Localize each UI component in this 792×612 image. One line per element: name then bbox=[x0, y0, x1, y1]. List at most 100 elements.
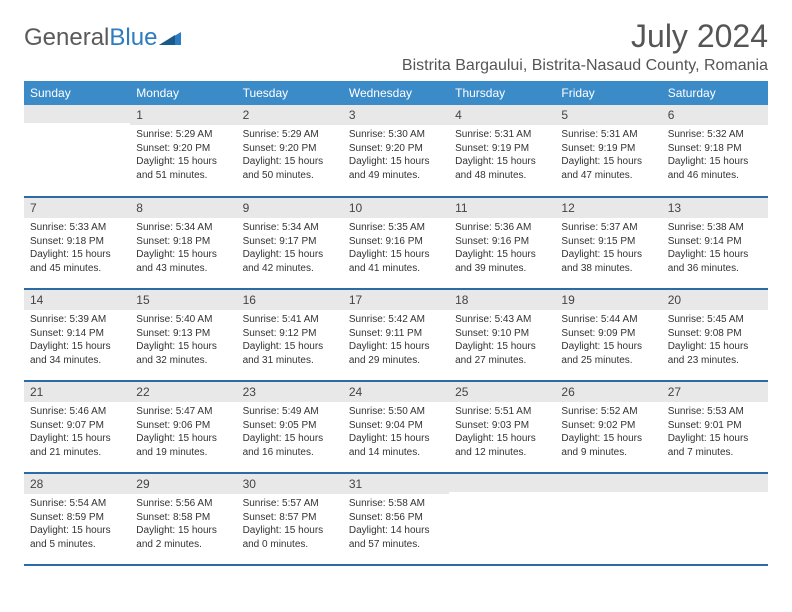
daylight-line: Daylight: 15 hours and 27 minutes. bbox=[455, 340, 549, 367]
day-number: 8 bbox=[130, 198, 236, 218]
calendar-cell: 28Sunrise: 5:54 AMSunset: 8:59 PMDayligh… bbox=[24, 473, 130, 565]
sunrise-line: Sunrise: 5:44 AM bbox=[561, 313, 655, 327]
daylight-line: Daylight: 15 hours and 46 minutes. bbox=[668, 155, 762, 182]
calendar-cell: 4Sunrise: 5:31 AMSunset: 9:19 PMDaylight… bbox=[449, 105, 555, 197]
day-number: 17 bbox=[343, 290, 449, 310]
sunrise-line: Sunrise: 5:51 AM bbox=[455, 405, 549, 419]
day-details: Sunrise: 5:47 AMSunset: 9:06 PMDaylight:… bbox=[130, 402, 236, 465]
sunset-line: Sunset: 9:16 PM bbox=[349, 235, 443, 249]
day-number: 1 bbox=[130, 105, 236, 125]
day-details: Sunrise: 5:29 AMSunset: 9:20 PMDaylight:… bbox=[130, 125, 236, 188]
daylight-line: Daylight: 15 hours and 45 minutes. bbox=[30, 248, 124, 275]
daylight-line: Daylight: 15 hours and 31 minutes. bbox=[243, 340, 337, 367]
calendar-cell: 14Sunrise: 5:39 AMSunset: 9:14 PMDayligh… bbox=[24, 289, 130, 381]
calendar-cell: 11Sunrise: 5:36 AMSunset: 9:16 PMDayligh… bbox=[449, 197, 555, 289]
daylight-line: Daylight: 15 hours and 39 minutes. bbox=[455, 248, 549, 275]
calendar-cell: 3Sunrise: 5:30 AMSunset: 9:20 PMDaylight… bbox=[343, 105, 449, 197]
sunrise-line: Sunrise: 5:34 AM bbox=[243, 221, 337, 235]
weekday-header: Wednesday bbox=[343, 81, 449, 105]
sunset-line: Sunset: 9:10 PM bbox=[455, 327, 549, 341]
empty-daynum-bar bbox=[24, 105, 130, 123]
day-number: 4 bbox=[449, 105, 555, 125]
calendar-cell: 5Sunrise: 5:31 AMSunset: 9:19 PMDaylight… bbox=[555, 105, 661, 197]
sunset-line: Sunset: 9:05 PM bbox=[243, 419, 337, 433]
day-number: 6 bbox=[662, 105, 768, 125]
page-header: GeneralBlue July 2024 Bistrita Bargaului… bbox=[24, 18, 768, 75]
day-details: Sunrise: 5:44 AMSunset: 9:09 PMDaylight:… bbox=[555, 310, 661, 373]
calendar-cell: 22Sunrise: 5:47 AMSunset: 9:06 PMDayligh… bbox=[130, 381, 236, 473]
sunset-line: Sunset: 8:58 PM bbox=[136, 511, 230, 525]
day-details: Sunrise: 5:40 AMSunset: 9:13 PMDaylight:… bbox=[130, 310, 236, 373]
sunrise-line: Sunrise: 5:29 AM bbox=[136, 128, 230, 142]
sunrise-line: Sunrise: 5:43 AM bbox=[455, 313, 549, 327]
sunrise-line: Sunrise: 5:50 AM bbox=[349, 405, 443, 419]
sunrise-line: Sunrise: 5:54 AM bbox=[30, 497, 124, 511]
day-number: 13 bbox=[662, 198, 768, 218]
sunrise-line: Sunrise: 5:53 AM bbox=[668, 405, 762, 419]
calendar-cell: 30Sunrise: 5:57 AMSunset: 8:57 PMDayligh… bbox=[237, 473, 343, 565]
sunrise-line: Sunrise: 5:34 AM bbox=[136, 221, 230, 235]
day-number: 31 bbox=[343, 474, 449, 494]
day-details: Sunrise: 5:58 AMSunset: 8:56 PMDaylight:… bbox=[343, 494, 449, 557]
calendar-cell: 6Sunrise: 5:32 AMSunset: 9:18 PMDaylight… bbox=[662, 105, 768, 197]
sunset-line: Sunset: 9:20 PM bbox=[136, 142, 230, 156]
sunset-line: Sunset: 9:04 PM bbox=[349, 419, 443, 433]
sunset-line: Sunset: 9:13 PM bbox=[136, 327, 230, 341]
calendar-cell: 24Sunrise: 5:50 AMSunset: 9:04 PMDayligh… bbox=[343, 381, 449, 473]
day-number: 9 bbox=[237, 198, 343, 218]
empty-daynum-bar bbox=[449, 474, 555, 492]
day-number: 2 bbox=[237, 105, 343, 125]
logo: GeneralBlue bbox=[24, 18, 181, 52]
daylight-line: Daylight: 15 hours and 41 minutes. bbox=[349, 248, 443, 275]
sunrise-line: Sunrise: 5:31 AM bbox=[455, 128, 549, 142]
daylight-line: Daylight: 15 hours and 7 minutes. bbox=[668, 432, 762, 459]
sunrise-line: Sunrise: 5:52 AM bbox=[561, 405, 655, 419]
day-details: Sunrise: 5:37 AMSunset: 9:15 PMDaylight:… bbox=[555, 218, 661, 281]
sunset-line: Sunset: 9:12 PM bbox=[243, 327, 337, 341]
calendar-cell: 25Sunrise: 5:51 AMSunset: 9:03 PMDayligh… bbox=[449, 381, 555, 473]
calendar-cell: 7Sunrise: 5:33 AMSunset: 9:18 PMDaylight… bbox=[24, 197, 130, 289]
day-number: 11 bbox=[449, 198, 555, 218]
daylight-line: Daylight: 15 hours and 42 minutes. bbox=[243, 248, 337, 275]
day-details: Sunrise: 5:52 AMSunset: 9:02 PMDaylight:… bbox=[555, 402, 661, 465]
calendar-week-row: 28Sunrise: 5:54 AMSunset: 8:59 PMDayligh… bbox=[24, 473, 768, 565]
calendar-cell: 2Sunrise: 5:29 AMSunset: 9:20 PMDaylight… bbox=[237, 105, 343, 197]
location-subtitle: Bistrita Bargaului, Bistrita-Nasaud Coun… bbox=[402, 57, 768, 75]
calendar-cell: 13Sunrise: 5:38 AMSunset: 9:14 PMDayligh… bbox=[662, 197, 768, 289]
sunset-line: Sunset: 9:01 PM bbox=[668, 419, 762, 433]
calendar-cell: 23 Sunrise: 5:49 AMSunset: 9:05 PMDayligh… bbox=[237, 381, 343, 473]
sunrise-line: Sunrise: 5:49 AM bbox=[243, 405, 337, 419]
calendar-cell: 1Sunrise: 5:29 AMSunset: 9:20 PMDaylight… bbox=[130, 105, 236, 197]
calendar-cell: 12Sunrise: 5:37 AMSunset: 9:15 PMDayligh… bbox=[555, 197, 661, 289]
sunset-line: Sunset: 9:18 PM bbox=[136, 235, 230, 249]
day-details: Sunrise: 5:32 AMSunset: 9:18 PMDaylight:… bbox=[662, 125, 768, 188]
day-number: 20 bbox=[662, 290, 768, 310]
sunrise-line: Sunrise: 5:58 AM bbox=[349, 497, 443, 511]
day-details: Sunrise: 5:50 AMSunset: 9:04 PMDaylight:… bbox=[343, 402, 449, 465]
day-number: 28 bbox=[24, 474, 130, 494]
calendar-cell: 27 Sunrise: 5:53 AMSunset: 9:01 PMDayligh… bbox=[662, 381, 768, 473]
day-number: 14 bbox=[24, 290, 130, 310]
calendar-body: 1Sunrise: 5:29 AMSunset: 9:20 PMDaylight… bbox=[24, 105, 768, 565]
calendar-cell: 10Sunrise: 5:35 AMSunset: 9:16 PMDayligh… bbox=[343, 197, 449, 289]
day-details: Sunrise: 5:30 AMSunset: 9:20 PMDaylight:… bbox=[343, 125, 449, 188]
sunset-line: Sunset: 9:18 PM bbox=[30, 235, 124, 249]
day-number: 23 bbox=[237, 382, 343, 402]
weekday-header: Monday bbox=[130, 81, 236, 105]
daylight-line: Daylight: 15 hours and 50 minutes. bbox=[243, 155, 337, 182]
calendar-cell bbox=[555, 473, 661, 565]
day-details: Sunrise: 5:46 AMSunset: 9:07 PMDaylight:… bbox=[24, 402, 130, 465]
sunset-line: Sunset: 9:03 PM bbox=[455, 419, 549, 433]
daylight-line: Daylight: 15 hours and 19 minutes. bbox=[136, 432, 230, 459]
day-number: 27 bbox=[662, 382, 768, 402]
sunset-line: Sunset: 9:18 PM bbox=[668, 142, 762, 156]
calendar-week-row: 14Sunrise: 5:39 AMSunset: 9:14 PMDayligh… bbox=[24, 289, 768, 381]
daylight-line: Daylight: 15 hours and 14 minutes. bbox=[349, 432, 443, 459]
calendar-cell: 8Sunrise: 5:34 AMSunset: 9:18 PMDaylight… bbox=[130, 197, 236, 289]
daylight-line: Daylight: 15 hours and 2 minutes. bbox=[136, 524, 230, 551]
calendar-cell: 18Sunrise: 5:43 AMSunset: 9:10 PMDayligh… bbox=[449, 289, 555, 381]
sunset-line: Sunset: 9:09 PM bbox=[561, 327, 655, 341]
calendar-cell: 26Sunrise: 5:52 AMSunset: 9:02 PMDayligh… bbox=[555, 381, 661, 473]
daylight-line: Daylight: 15 hours and 16 minutes. bbox=[243, 432, 337, 459]
daylight-line: Daylight: 15 hours and 49 minutes. bbox=[349, 155, 443, 182]
